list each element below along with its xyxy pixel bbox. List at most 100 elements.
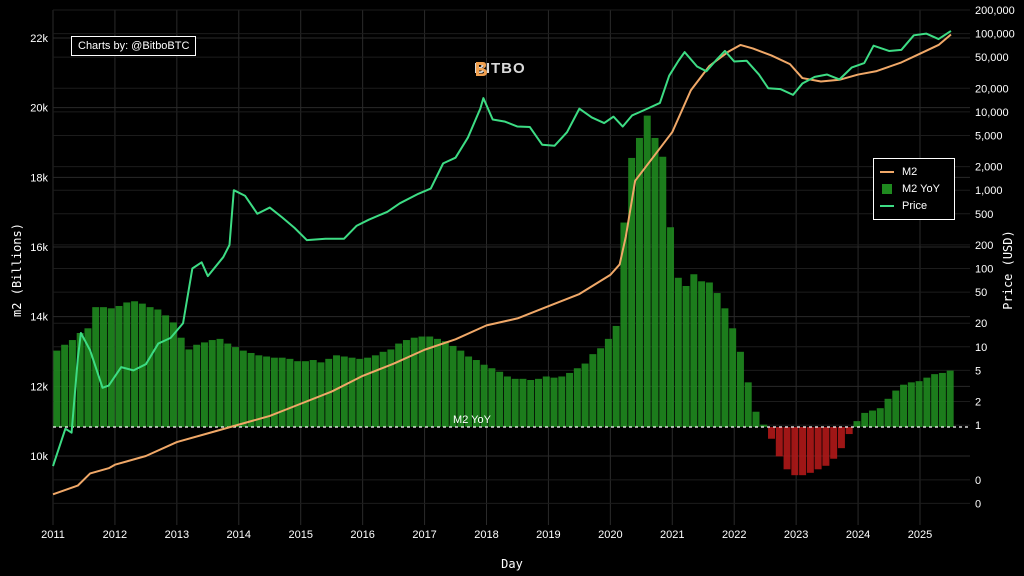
x-tick-label: 2024 — [846, 529, 870, 541]
y-right-tick-label: 10,000 — [975, 107, 1009, 119]
m2-yoy-bar — [333, 355, 341, 427]
m2-yoy-bar — [232, 347, 240, 427]
y-left-tick-label: 16k — [30, 242, 48, 254]
legend: M2 M2 YoY Price — [873, 158, 955, 220]
m2-yoy-bar — [931, 374, 939, 427]
m2-yoy-bar — [301, 361, 309, 427]
m2-yoy-bar — [612, 325, 620, 427]
legend-item-m2[interactable]: M2 — [880, 164, 917, 180]
x-tick-label: 2020 — [598, 529, 622, 541]
legend-item-price[interactable]: Price — [880, 198, 927, 214]
m2-yoy-bar — [752, 411, 760, 427]
m2-yoy-bar — [247, 352, 255, 427]
grid — [52, 9, 970, 525]
m2-yoy-bar — [861, 412, 869, 427]
m2-yoy-bar — [200, 342, 208, 427]
m2-yoy-bar — [589, 354, 597, 427]
m2-yoy-bar — [907, 382, 915, 427]
m2-yoy-bar — [371, 355, 379, 427]
m2-yoy-bar — [573, 368, 581, 427]
y-left-tick-label: 22k — [30, 33, 48, 45]
m2-yoy-bar — [581, 363, 589, 427]
m2-yoy-bar — [884, 398, 892, 427]
m2-yoy-bar — [876, 408, 884, 427]
m2-yoy-bar — [635, 137, 643, 427]
x-tick-label: 2013 — [165, 529, 189, 541]
m2-yoy-bar — [224, 343, 232, 427]
m2-yoy-bar — [511, 378, 519, 427]
y-right-tick-label: 50,000 — [975, 52, 1009, 64]
x-tick-label: 2023 — [784, 529, 808, 541]
y-right-tick-label: 1 — [975, 420, 981, 432]
m2-yoy-bar — [177, 337, 185, 427]
m2-yoy-bar — [185, 349, 193, 427]
y-right-tick-label: 100 — [975, 264, 993, 276]
axis-ticks: 2011 2012 2013 2014 2015 2016 2017 2018 2019 2020… — [30, 5, 1015, 541]
price-line — [52, 30, 952, 467]
m2-yoy-bar — [169, 322, 177, 427]
y-left-tick-label: 20k — [30, 103, 48, 115]
m2-yoy-bar — [760, 424, 768, 427]
legend-label-m2: M2 — [902, 166, 918, 178]
m2-yoy-bar — [418, 336, 426, 427]
bitbo-logo-icon — [476, 62, 487, 76]
x-tick-label: 2016 — [350, 529, 374, 541]
x-tick-label: 2011 — [41, 529, 65, 541]
m2-yoy-bar — [705, 282, 713, 427]
x-tick-label: 2019 — [536, 529, 560, 541]
m2-yoy-bar — [597, 348, 605, 427]
legend-label-m2-yoy: M2 YoY — [902, 183, 940, 195]
legend-item-m2-yoy[interactable]: M2 YoY — [880, 181, 940, 197]
m2-yoy-bar — [900, 384, 908, 427]
y-right-tick-label: 5 — [975, 365, 981, 377]
m2-line — [52, 33, 952, 496]
m2-yoy-bar — [402, 340, 410, 427]
chart-credit[interactable]: Charts by: @BitboBTC — [71, 36, 197, 56]
m2-yoy-bar — [892, 390, 900, 427]
m2-yoy-bar — [814, 427, 822, 470]
legend-swatch-m2-yoy — [882, 184, 892, 194]
m2-yoy-bar — [628, 157, 636, 428]
m2-yoy-bar — [643, 115, 651, 427]
m2-yoy-bar — [115, 305, 123, 427]
m2-yoy-bar — [791, 427, 799, 476]
m2-yoy-bar — [674, 277, 682, 427]
y-right-tick-label: 2 — [975, 397, 981, 409]
m2-yoy-bar — [131, 301, 139, 427]
m2-yoy-bar — [426, 336, 434, 427]
x-tick-label: 2022 — [722, 529, 746, 541]
m2-yoy-bar — [286, 358, 294, 427]
m2-yoy-bar — [309, 360, 317, 427]
legend-label-price: Price — [902, 200, 928, 212]
m2-yoy-bar — [690, 274, 698, 427]
m2-yoy-zero-line: M2 YoY — [53, 414, 970, 428]
m2-yoy-bar — [830, 427, 838, 459]
m2-yoy-bar — [651, 137, 659, 427]
m2-yoy-bar — [193, 344, 201, 427]
m2-yoy-bar — [255, 355, 263, 427]
y-right-tick-label: 100,000 — [975, 29, 1015, 41]
m2-yoy-bar — [146, 307, 154, 427]
m2-yoy-bar — [61, 344, 69, 427]
y-left-tick-label: 10k — [30, 451, 48, 463]
m2-yoy-bar — [410, 337, 418, 427]
m2-yoy-bar — [395, 343, 403, 427]
m2-yoy-bar — [154, 309, 162, 427]
m2-yoy-bar — [84, 328, 92, 427]
m2-yoy-bar — [356, 358, 364, 427]
m2-yoy-bar — [216, 338, 224, 427]
m2-yoy-bar — [946, 370, 954, 427]
x-tick-label: 2014 — [227, 529, 251, 541]
m2-yoy-bar — [496, 371, 504, 427]
y-right-tick-label: 2,000 — [975, 162, 1003, 174]
m2-yoy-bar — [667, 227, 675, 427]
m2-yoy-bar — [76, 333, 84, 427]
y-axis-left-title: m2 (Billions) — [10, 223, 24, 317]
m2-yoy-bar — [441, 341, 449, 427]
m2-yoy-bar — [698, 281, 706, 427]
m2-yoy-bar — [604, 338, 612, 427]
m2-yoy-bar — [503, 376, 511, 427]
m2-yoy-bar — [682, 286, 690, 427]
m2-yoy-bar — [527, 380, 535, 427]
y-right-tick-label: 0 — [975, 475, 981, 487]
